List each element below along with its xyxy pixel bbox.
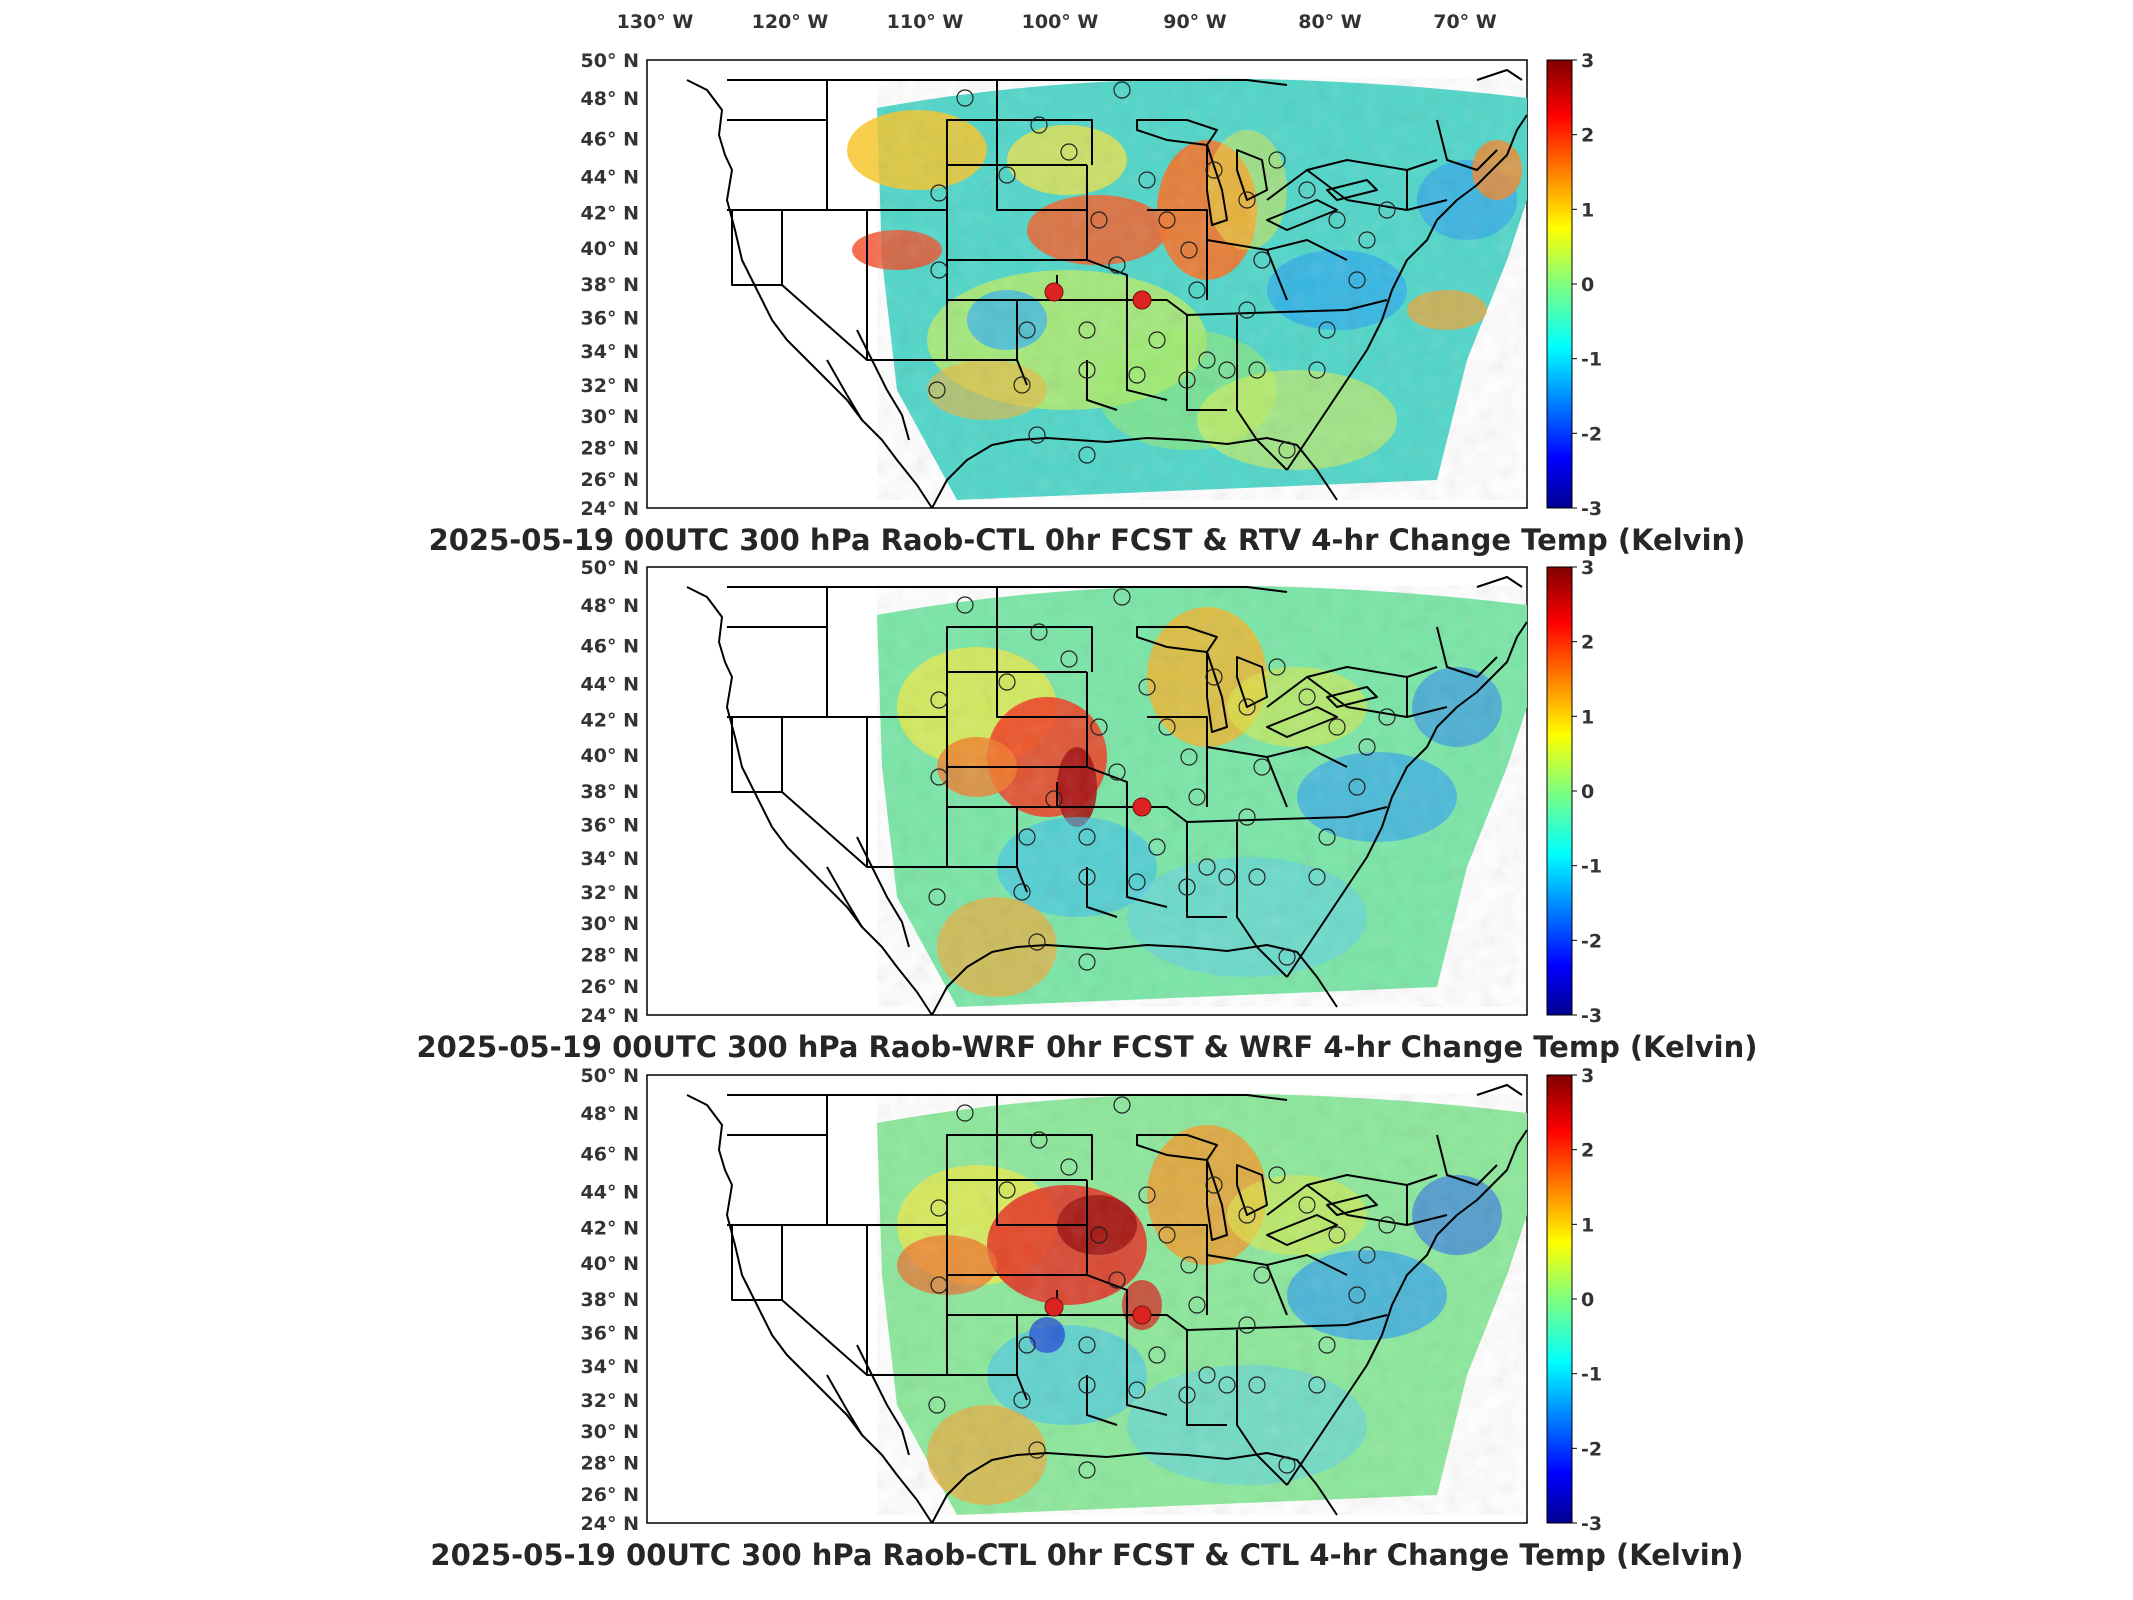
latitude-label: 30° N — [581, 913, 639, 935]
latitude-label: 40° N — [581, 745, 639, 767]
latitude-label: 36° N — [581, 815, 639, 837]
latitude-label: 46° N — [581, 128, 639, 150]
longitude-label: 80° W — [1298, 11, 1362, 33]
colorbar-2 — [1546, 566, 1573, 1016]
latitude-label: 32° N — [581, 375, 639, 397]
colorbar-tick-label: 1 — [1581, 1214, 1594, 1236]
colorbar-tick-label: 0 — [1581, 274, 1594, 296]
latitude-label: 42° N — [581, 1217, 639, 1239]
latitude-label: 38° N — [581, 274, 639, 296]
station-2 — [1132, 797, 1152, 817]
station-2 — [1132, 290, 1152, 310]
latitude-label: 28° N — [581, 945, 639, 967]
longitude-label: 100° W — [1022, 11, 1099, 33]
latitude-label: 48° N — [581, 595, 639, 617]
colorbar-tick-label: 0 — [1581, 781, 1594, 803]
longitude-label: 90° W — [1163, 11, 1227, 33]
latitude-label: 44° N — [581, 1181, 639, 1203]
panel-1-title: 2025-05-19 00UTC 300 hPa Raob-CTL 0hr FC… — [429, 523, 1746, 557]
station-markers — [928, 588, 1396, 971]
colorbar-tick-label: -1 — [1581, 349, 1602, 371]
axis-labels: 130° W 120° W 110° W 100° W 90° W 80° W 70° W 5… — [581, 11, 1603, 1535]
station-markers — [928, 81, 1396, 464]
latitude-label: 34° N — [581, 848, 639, 870]
colorbar-1 — [1546, 59, 1573, 509]
station-1 — [1044, 282, 1064, 302]
station-1 — [1044, 1297, 1064, 1317]
latitude-label: 42° N — [581, 709, 639, 731]
longitude-label: 110° W — [887, 11, 964, 33]
panel-2-title: 2025-05-19 00UTC 300 hPa Raob-WRF 0hr FC… — [416, 1030, 1757, 1064]
colorbar-tick-label: -3 — [1581, 1513, 1602, 1535]
latitude-label: 24° N — [581, 498, 639, 520]
latitude-label: 24° N — [581, 1513, 639, 1535]
colorbar-tick-label: -1 — [1581, 1364, 1602, 1386]
colorbar-tick-label: 3 — [1581, 557, 1594, 579]
panel-3 — [646, 1074, 1573, 1524]
latitude-label: 38° N — [581, 781, 639, 803]
colorbar-tick-label: -3 — [1581, 498, 1602, 520]
longitude-label: 120° W — [752, 11, 829, 33]
panel-2 — [646, 566, 1573, 1016]
latitude-label: 46° N — [581, 635, 639, 657]
latitude-label: 48° N — [581, 88, 639, 110]
colorbar-tick-label: -3 — [1581, 1005, 1602, 1027]
colorbar-tick-label: -2 — [1581, 1438, 1602, 1460]
latitude-label: 50° N — [581, 50, 639, 72]
longitude-label: 70° W — [1433, 11, 1497, 33]
colorbar-tick-label: -2 — [1581, 930, 1602, 952]
station-markers — [928, 1096, 1396, 1479]
latitude-label: 38° N — [581, 1289, 639, 1311]
latitude-label: 46° N — [581, 1143, 639, 1165]
latitude-label: 30° N — [581, 406, 639, 428]
colorbar-tick-label: 2 — [1581, 1140, 1594, 1162]
latitude-label: 50° N — [581, 557, 639, 579]
latitude-label: 32° N — [581, 882, 639, 904]
panel-1 — [646, 59, 1573, 509]
latitude-label: 50° N — [581, 1065, 639, 1087]
latitude-label: 26° N — [581, 469, 639, 491]
longitude-label: 130° W — [617, 11, 694, 33]
latitude-label: 44° N — [581, 166, 639, 188]
latitude-label: 24° N — [581, 1005, 639, 1027]
latitude-label: 36° N — [581, 1323, 639, 1345]
latitude-label: 28° N — [581, 438, 639, 460]
latitude-label: 28° N — [581, 1453, 639, 1475]
latitude-label: 34° N — [581, 1356, 639, 1378]
temperature-field — [877, 1093, 1527, 1515]
colorbar-3 — [1546, 1074, 1573, 1524]
latitude-label: 26° N — [581, 976, 639, 998]
colorbar-tick-label: 0 — [1581, 1289, 1594, 1311]
colorbar-tick-label: 1 — [1581, 199, 1594, 221]
latitude-label: 42° N — [581, 202, 639, 224]
colorbar-tick-label: 2 — [1581, 632, 1594, 654]
latitude-label: 44° N — [581, 673, 639, 695]
colorbar-tick-label: -2 — [1581, 423, 1602, 445]
panel-3-title: 2025-05-19 00UTC 300 hPa Raob-CTL 0hr FC… — [430, 1538, 1743, 1572]
colorbar-tick-label: -1 — [1581, 856, 1602, 878]
latitude-label: 34° N — [581, 341, 639, 363]
latitude-label: 36° N — [581, 308, 639, 330]
latitude-label: 26° N — [581, 1484, 639, 1506]
colorbar-tick-label: 1 — [1581, 706, 1594, 728]
latitude-label: 40° N — [581, 238, 639, 260]
colorbar-tick-label: 2 — [1581, 125, 1594, 147]
colorbar-tick-label: 3 — [1581, 50, 1594, 72]
latitude-label: 40° N — [581, 1253, 639, 1275]
latitude-label: 30° N — [581, 1421, 639, 1443]
station-2 — [1132, 1305, 1152, 1325]
latitude-label: 32° N — [581, 1390, 639, 1412]
colorbar-tick-label: 3 — [1581, 1065, 1594, 1087]
temperature-field — [877, 585, 1527, 1007]
latitude-label: 48° N — [581, 1103, 639, 1125]
